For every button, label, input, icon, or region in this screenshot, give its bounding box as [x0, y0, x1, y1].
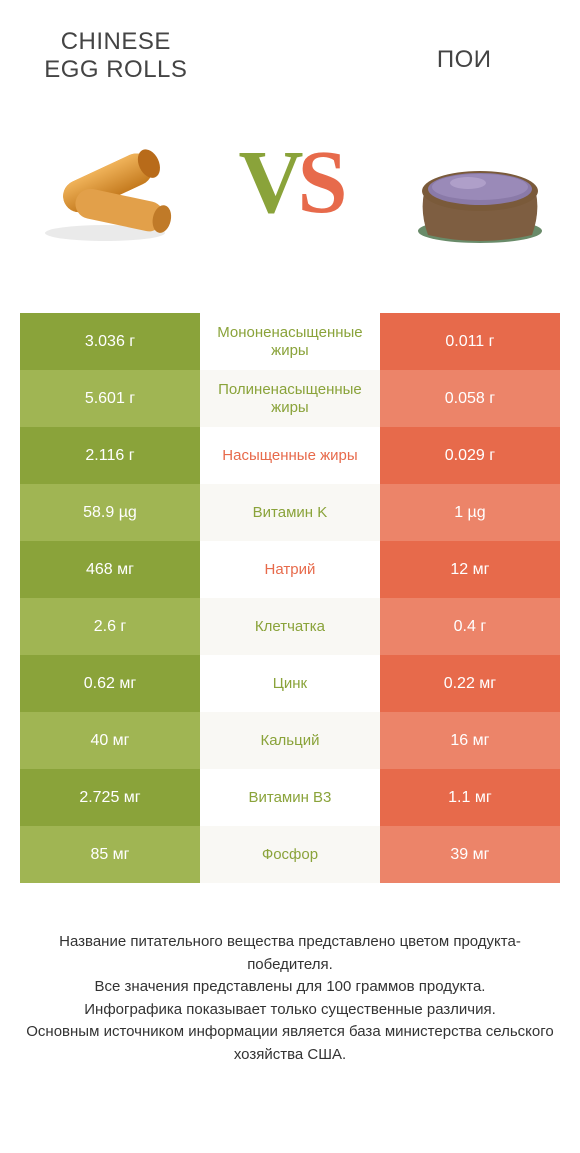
poi-image — [390, 113, 560, 253]
right-value-cell: 12 мг — [380, 541, 560, 598]
table-row: 468 мгНатрий12 мг — [20, 541, 560, 598]
nutrient-label-cell: Клетчатка — [200, 598, 380, 655]
table-row: 58.9 µgВитамин K1 µg — [20, 484, 560, 541]
right-value-cell: 0.22 мг — [380, 655, 560, 712]
egg-rolls-image — [20, 113, 190, 253]
right-value-cell: 16 мг — [380, 712, 560, 769]
nutrient-label-cell: Насыщенные жиры — [200, 427, 380, 484]
left-value-cell: 85 мг — [20, 826, 200, 883]
left-value-cell: 40 мг — [20, 712, 200, 769]
left-value-cell: 0.62 мг — [20, 655, 200, 712]
right-food-title: ПОИ — [378, 28, 550, 74]
table-row: 85 мгФосфор39 мг — [20, 826, 560, 883]
table-row: 5.601 гПолиненасыщенные жиры0.058 г — [20, 370, 560, 427]
nutrient-label-cell: Витамин K — [200, 484, 380, 541]
nutrient-label-cell: Фосфор — [200, 826, 380, 883]
left-value-cell: 2.725 мг — [20, 769, 200, 826]
left-value-cell: 3.036 г — [20, 313, 200, 370]
footer-line-2: Все значения представлены для 100 граммо… — [26, 976, 554, 999]
left-value-cell: 468 мг — [20, 541, 200, 598]
left-food-title: CHINESE EGG ROLLS — [30, 28, 202, 83]
header: CHINESE EGG ROLLS ПОИ — [0, 0, 580, 83]
nutrient-label-cell: Полиненасыщенные жиры — [200, 370, 380, 427]
table-row: 40 мгКальций16 мг — [20, 712, 560, 769]
nutrient-label-cell: Цинк — [200, 655, 380, 712]
right-value-cell: 0.029 г — [380, 427, 560, 484]
right-value-cell: 1.1 мг — [380, 769, 560, 826]
nutrient-label-cell: Натрий — [200, 541, 380, 598]
table-row: 2.725 мгВитамин B31.1 мг — [20, 769, 560, 826]
left-value-cell: 5.601 г — [20, 370, 200, 427]
table-row: 0.62 мгЦинк0.22 мг — [20, 655, 560, 712]
table-row: 2.116 гНасыщенные жиры0.029 г — [20, 427, 560, 484]
left-value-cell: 2.116 г — [20, 427, 200, 484]
left-value-cell: 2.6 г — [20, 598, 200, 655]
footer-line-1: Название питательного вещества представл… — [26, 931, 554, 976]
table-row: 2.6 гКлетчатка0.4 г — [20, 598, 560, 655]
right-value-cell: 1 µg — [380, 484, 560, 541]
vs-s: S — [297, 133, 341, 232]
right-value-cell: 39 мг — [380, 826, 560, 883]
right-value-cell: 0.4 г — [380, 598, 560, 655]
right-value-cell: 0.058 г — [380, 370, 560, 427]
nutrient-label-cell: Кальций — [200, 712, 380, 769]
left-value-cell: 58.9 µg — [20, 484, 200, 541]
comparison-table: 3.036 гМононенасыщенные жиры0.011 г5.601… — [20, 313, 560, 883]
footer-notes: Название питательного вещества представл… — [0, 883, 580, 1066]
images-row: VS — [0, 83, 580, 303]
table-row: 3.036 гМононенасыщенные жиры0.011 г — [20, 313, 560, 370]
nutrient-label-cell: Мононенасыщенные жиры — [200, 313, 380, 370]
footer-line-4: Основным источником информации является … — [26, 1021, 554, 1066]
footer-line-3: Инфографика показывает только существенн… — [26, 999, 554, 1022]
vs-v: V — [238, 133, 297, 232]
nutrient-label-cell: Витамин B3 — [200, 769, 380, 826]
right-value-cell: 0.011 г — [380, 313, 560, 370]
vs-label: VS — [238, 138, 341, 228]
